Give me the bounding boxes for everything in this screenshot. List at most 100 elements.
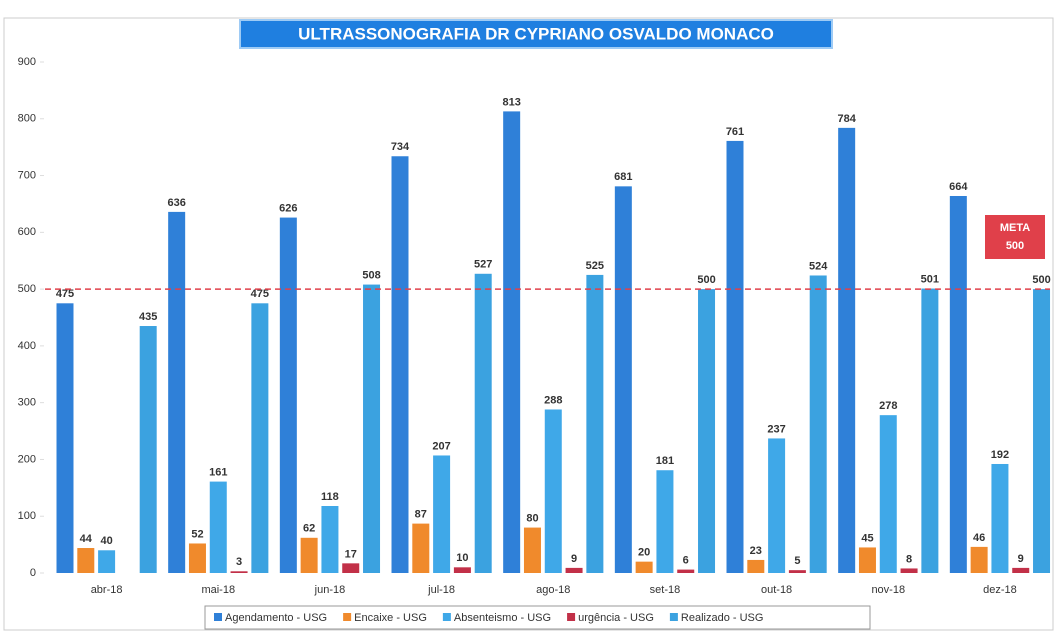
data-label: 278 — [879, 400, 897, 412]
bar — [838, 127, 856, 574]
bar — [1033, 289, 1051, 573]
data-label: 44 — [80, 533, 93, 545]
data-label: 20 — [638, 547, 650, 559]
data-label: 288 — [544, 394, 562, 406]
legend-label: urgência - USG — [578, 612, 654, 624]
x-tick-label: nov-18 — [871, 584, 905, 596]
data-label: 45 — [861, 532, 873, 544]
x-tick-label: set-18 — [650, 584, 681, 596]
bar — [565, 567, 583, 573]
bar — [188, 543, 206, 573]
bar — [726, 140, 744, 573]
bar — [321, 506, 339, 573]
data-label: 62 — [303, 523, 315, 535]
bar — [139, 326, 157, 573]
target-box — [985, 215, 1045, 259]
bar — [474, 273, 492, 573]
data-label: 161 — [209, 466, 227, 478]
y-tick-label: 800 — [18, 113, 36, 125]
bar — [747, 559, 765, 573]
data-label: 87 — [415, 509, 427, 521]
data-label: 525 — [586, 260, 604, 272]
data-label: 237 — [767, 423, 785, 435]
bar — [970, 546, 988, 573]
bar — [921, 288, 939, 573]
x-tick-label: jul-18 — [427, 584, 455, 596]
bar — [503, 111, 521, 573]
data-label: 3 — [236, 556, 242, 568]
y-tick-label: 400 — [18, 340, 36, 352]
data-label: 761 — [726, 126, 744, 138]
bar — [991, 463, 1009, 573]
y-tick-label: 900 — [18, 56, 36, 68]
data-label: 508 — [362, 269, 380, 281]
data-label: 475 — [251, 288, 269, 300]
x-tick-label: out-18 — [761, 584, 792, 596]
bar — [1012, 567, 1030, 573]
data-label: 500 — [1032, 274, 1050, 286]
bar — [77, 548, 95, 573]
bar — [230, 571, 248, 573]
data-label: 192 — [991, 449, 1009, 461]
bar — [614, 186, 632, 574]
data-label: 9 — [571, 553, 577, 565]
bar — [809, 275, 827, 573]
bar — [56, 303, 74, 573]
data-label: 23 — [750, 545, 762, 557]
bar — [879, 415, 897, 573]
y-tick-label: 600 — [18, 226, 36, 238]
legend-label: Realizado - USG — [681, 612, 764, 624]
data-label: 5 — [794, 555, 800, 567]
y-tick-label: 300 — [18, 397, 36, 409]
data-label: 118 — [321, 491, 339, 503]
data-label: 501 — [921, 273, 939, 285]
chart-title: ULTRASSONOGRAFIA DR CYPRIANO OSVALDO MON… — [298, 24, 774, 43]
legend-swatch — [214, 613, 222, 621]
x-tick-label: dez-18 — [983, 584, 1017, 596]
bar — [698, 289, 716, 573]
data-label: 10 — [456, 552, 468, 564]
bar — [98, 550, 116, 573]
data-label: 524 — [809, 260, 828, 272]
y-tick-label: 0 — [30, 567, 36, 579]
title-box — [239, 19, 833, 49]
bar — [635, 561, 653, 573]
y-tick-label: 700 — [18, 169, 36, 181]
data-label: 8 — [906, 553, 912, 565]
y-tick-label: 100 — [18, 510, 36, 522]
legend-swatch — [343, 613, 352, 621]
bar — [586, 274, 604, 573]
legend-swatch — [567, 613, 576, 621]
bar — [279, 217, 297, 573]
legend-label: Absenteismo - USG — [454, 612, 551, 624]
legend-swatch — [669, 613, 678, 621]
bar — [900, 568, 918, 573]
legend-swatch — [442, 613, 451, 621]
bar — [677, 569, 695, 573]
target-value: 500 — [1006, 240, 1024, 252]
y-tick-label: 500 — [18, 283, 36, 295]
data-label: 52 — [191, 528, 203, 540]
legend-label: Agendamento - USG — [225, 612, 327, 624]
x-tick-label: jun-18 — [314, 584, 346, 596]
data-label: 80 — [526, 512, 538, 524]
data-label: 181 — [656, 455, 674, 467]
data-label: 40 — [100, 535, 112, 547]
bar — [168, 211, 186, 574]
bar — [523, 527, 541, 573]
bar — [656, 470, 674, 573]
data-label: 46 — [973, 532, 985, 544]
bar — [363, 284, 381, 573]
data-label: 9 — [1018, 553, 1024, 565]
bar — [251, 303, 269, 573]
bar — [391, 156, 409, 574]
data-label: 475 — [56, 288, 74, 300]
bar — [949, 195, 967, 574]
data-label: 6 — [683, 554, 689, 566]
bar — [544, 409, 562, 573]
target-label: META — [1000, 222, 1030, 234]
bar — [412, 523, 430, 573]
x-tick-label: abr-18 — [91, 584, 123, 596]
data-label: 207 — [432, 440, 450, 452]
bar — [342, 563, 360, 573]
